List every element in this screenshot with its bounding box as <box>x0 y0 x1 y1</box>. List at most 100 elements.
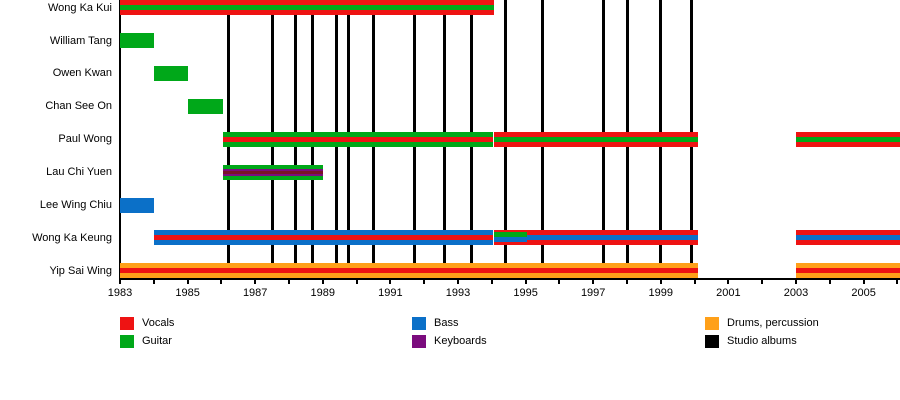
axis-tick <box>693 280 696 284</box>
bar-layer <box>153 240 494 246</box>
member-bar-segment <box>153 65 188 81</box>
bar-layer <box>223 164 323 169</box>
member-bar-segment <box>527 230 698 246</box>
axis-tick <box>321 280 324 284</box>
bar-layer <box>120 273 698 279</box>
axis-tick <box>592 280 595 284</box>
axis-tick <box>152 280 155 284</box>
bar-layer <box>796 131 900 137</box>
studio-albums-color-swatch <box>705 335 719 348</box>
bar-layer <box>493 237 528 243</box>
axis-year-label: 2001 <box>716 287 741 299</box>
bar-layer <box>187 98 224 114</box>
bar-layer <box>223 173 323 176</box>
member-label: Yip Sai Wing <box>49 264 112 277</box>
bar-layer <box>796 273 900 279</box>
axis-tick <box>896 280 899 284</box>
axis-tick <box>186 280 189 284</box>
axis-tick <box>626 280 628 284</box>
bar-layer <box>527 230 698 236</box>
bar-layer <box>120 0 494 6</box>
axis-year-label: 1987 <box>242 287 268 299</box>
x-axis-line <box>119 278 900 280</box>
bar-layer <box>153 235 494 241</box>
member-label: Wong Ka Keung <box>32 231 112 244</box>
bar-layer <box>223 131 494 137</box>
member-bar-segment <box>493 230 528 246</box>
member-label: William Tang <box>49 34 112 47</box>
member-bar-segment <box>187 98 224 114</box>
axis-year-label: 1989 <box>310 287 336 299</box>
axis-tick <box>659 280 662 284</box>
member-bar-segment <box>120 0 494 16</box>
member-label: Lee Wing Chiu <box>39 199 112 211</box>
axis-tick <box>558 280 561 284</box>
bar-layer <box>153 230 494 236</box>
member-bar-segment <box>153 230 494 246</box>
legend-label: Guitar <box>142 335 172 347</box>
axis-year-label: 1995 <box>513 287 538 299</box>
bar-layer <box>493 136 698 142</box>
axis-tick <box>288 280 290 284</box>
axis-year-label: 2003 <box>783 287 809 299</box>
bar-layer <box>796 240 900 246</box>
axis-tick <box>524 280 527 284</box>
axis-tick <box>795 280 797 284</box>
vocals-color-swatch <box>120 317 134 330</box>
bar-layer <box>153 65 188 81</box>
member-label: Owen Kwan <box>52 67 112 80</box>
member-label: Lau Chi Yuen <box>46 166 112 179</box>
member-bar-segment <box>223 164 323 180</box>
bar-layer <box>120 10 494 16</box>
axis-tick <box>828 280 831 284</box>
bar-layer <box>493 131 698 137</box>
bar-layer <box>796 268 900 274</box>
plot-left-border <box>119 0 121 278</box>
member-bar-segment <box>796 131 900 147</box>
axis-tick <box>423 280 426 284</box>
bar-layer <box>796 141 900 147</box>
member-bar-segment <box>796 230 900 246</box>
member-label: Paul Wong <box>58 133 112 146</box>
member-bar-segment <box>120 263 698 279</box>
legend-label: Drums, percussion <box>727 317 819 329</box>
bar-layer <box>796 235 900 241</box>
guitar-color-swatch <box>120 335 134 348</box>
bar-layer <box>223 168 323 171</box>
axis-year-label: 1999 <box>648 287 674 299</box>
bar-layer <box>796 263 900 269</box>
bar-layer <box>120 197 154 213</box>
axis-year-label: 1991 <box>378 287 403 299</box>
bar-layer <box>120 5 494 11</box>
bar-layer <box>527 235 698 241</box>
bar-layer <box>120 33 154 48</box>
legend-label: Bass <box>434 317 459 329</box>
member-label: Wong Ka Kui <box>47 1 112 14</box>
axis-year-label: 1985 <box>175 287 200 299</box>
legend-label: Keyboards <box>434 335 487 347</box>
axis-tick <box>727 280 730 284</box>
axis-year-label: 2005 <box>851 287 876 299</box>
member-bar-segment <box>223 131 494 147</box>
axis-tick <box>254 280 257 284</box>
legend-label: Vocals <box>142 317 175 329</box>
bar-layer <box>796 230 900 236</box>
legend-label: Studio albums <box>727 335 797 347</box>
keyboards-color-swatch <box>412 335 426 348</box>
member-bar-segment <box>120 197 154 213</box>
bar-layer <box>223 170 323 174</box>
bar-layer <box>796 136 900 142</box>
axis-tick <box>862 280 865 284</box>
bar-layer <box>493 242 528 246</box>
bar-layer <box>493 141 698 147</box>
axis-year-label: 1983 <box>107 287 133 299</box>
member-bar-segment <box>120 33 154 48</box>
axis-tick <box>220 280 223 284</box>
axis-tick <box>761 280 764 284</box>
member-bar-segment <box>796 263 900 279</box>
bar-layer <box>223 141 494 147</box>
axis-tick <box>490 280 493 284</box>
axis-tick <box>389 280 392 284</box>
